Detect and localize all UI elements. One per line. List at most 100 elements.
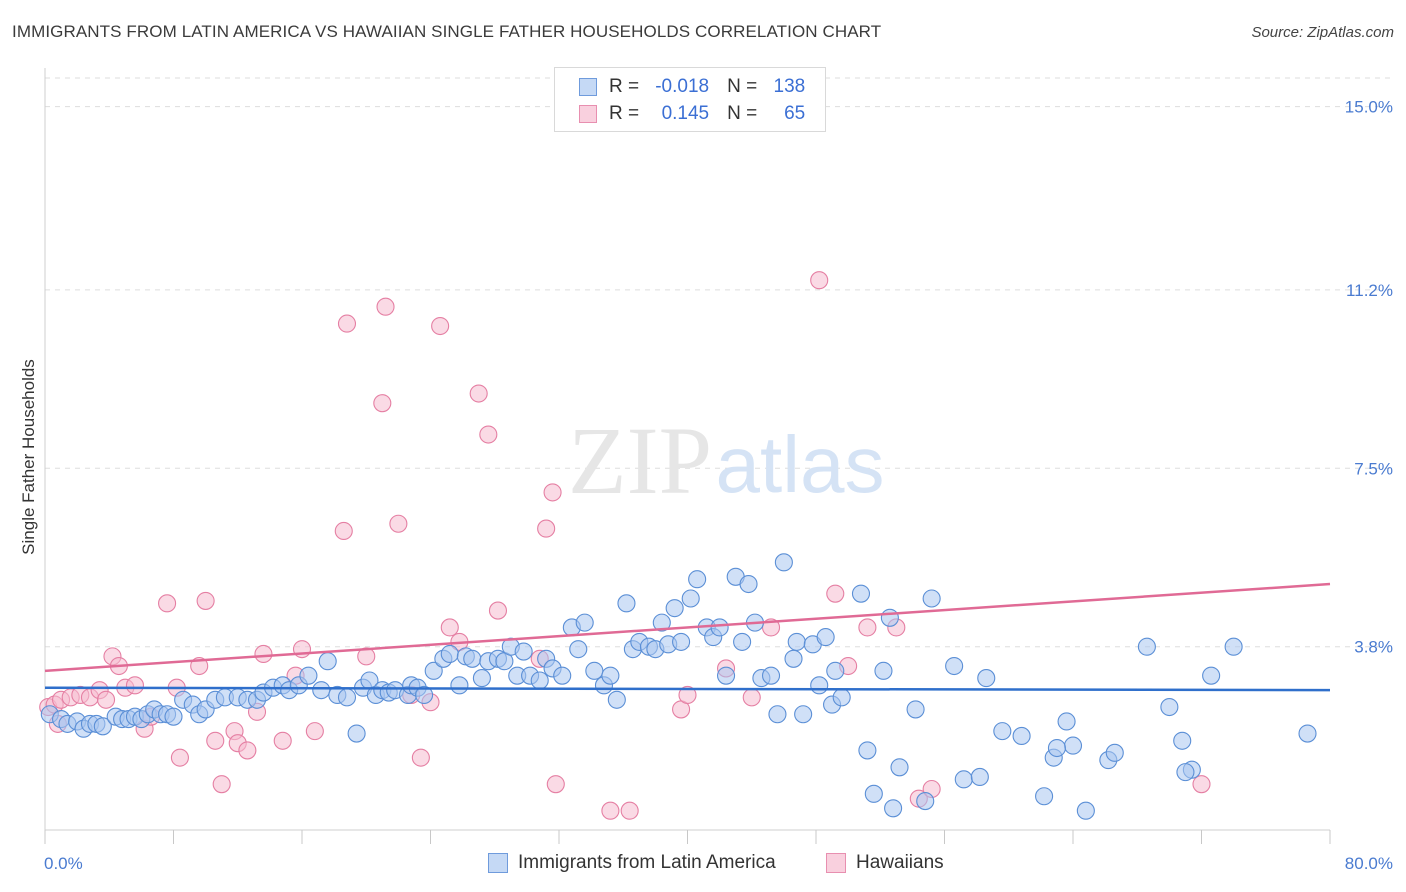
- latin-america-point: [733, 632, 752, 651]
- latin-america-point: [415, 685, 434, 705]
- hawaiians-point: [212, 775, 231, 794]
- latin-america-point: [945, 656, 964, 676]
- latin-america-point: [851, 584, 871, 603]
- latin-america-point: [1012, 726, 1031, 746]
- latin-america-point: [688, 570, 707, 589]
- bottom-legend-label: Hawaiians: [856, 852, 944, 873]
- latin-america-point: [761, 666, 781, 685]
- watermark-zip: ZIP: [568, 407, 712, 514]
- latin-america-point: [884, 799, 903, 818]
- latin-america-point: [347, 724, 366, 743]
- latin-america-point: [716, 666, 736, 685]
- legend-r-label: R =: [609, 76, 640, 97]
- bottom-legend-latin-america: Immigrants from Latin America: [488, 852, 776, 874]
- x-tick-label: 0.0%: [44, 854, 83, 873]
- latin-america-point: [575, 613, 594, 632]
- latin-america-point: [739, 574, 758, 594]
- legend-n-value: 65: [784, 103, 806, 124]
- latin-america-point: [450, 676, 469, 695]
- latin-america-point: [890, 758, 909, 777]
- hawaiians-point: [206, 731, 225, 750]
- latin-america-point: [794, 705, 813, 724]
- latin-america-point: [906, 700, 925, 719]
- trend-lines: [44, 582, 1331, 692]
- hawaiians-point: [411, 748, 430, 767]
- hawaiians-point: [440, 618, 459, 637]
- latin-america-point: [993, 722, 1012, 741]
- latin-america-point: [864, 784, 883, 803]
- legend-row-latin-america: R = -0.018 N = 138: [579, 74, 805, 100]
- latin-america-point: [874, 661, 893, 680]
- latin-america-point: [585, 661, 604, 680]
- stats-legend: R = -0.018 N = 138 R = 0.145 N = 65: [554, 67, 826, 132]
- hawaiians-point: [273, 731, 292, 750]
- chart-source: Source: ZipAtlas.com: [1251, 24, 1394, 41]
- hawaiians-point: [125, 676, 144, 695]
- hawaiians-point: [373, 394, 392, 413]
- hawaiians-point: [810, 271, 829, 290]
- hawaiians-point: [305, 722, 324, 741]
- hawaiians-point: [620, 801, 639, 820]
- legend-r-label: R =: [609, 103, 640, 124]
- latin-america-point: [826, 661, 845, 680]
- hawaiians-point: [1192, 775, 1211, 794]
- hawaiians-point: [537, 519, 556, 538]
- hawaiians-point: [488, 601, 508, 620]
- latin-america-point: [1035, 787, 1054, 806]
- latin-america-point: [1176, 763, 1195, 782]
- latin-america-point: [1105, 743, 1124, 762]
- chart-title: IMMIGRANTS FROM LATIN AMERICA VS HAWAIIA…: [12, 22, 882, 41]
- hawaiians-point: [601, 801, 620, 820]
- hawaiians-point: [742, 688, 761, 707]
- latin-america-point: [299, 666, 318, 685]
- hawaiians-point: [334, 521, 353, 541]
- legend-n-label: N =: [727, 76, 758, 97]
- hawaiians-point: [431, 316, 450, 336]
- legend-swatch-blue: [579, 78, 597, 96]
- hawaiians-point: [238, 741, 257, 760]
- latin-america-point: [553, 666, 572, 685]
- legend-row-hawaiians: R = 0.145 N = 65: [579, 101, 805, 127]
- hawaiians-point: [389, 514, 408, 533]
- latin-america-point: [784, 649, 803, 668]
- latin-america-point: [787, 632, 806, 651]
- legend-r-value: -0.018: [655, 76, 710, 97]
- y-tick-label: 3.8%: [1354, 638, 1393, 657]
- hawaiians-point: [376, 297, 395, 316]
- y-tick-label: 7.5%: [1354, 459, 1393, 478]
- hawaiians-point: [469, 384, 488, 403]
- tick-labels: 3.8% 7.5% 11.2% 15.0% 0.0% 80.0%: [44, 98, 1393, 873]
- grid-lines: [45, 77, 1390, 648]
- latin-america-point: [1047, 738, 1066, 758]
- legend-n-label: N =: [727, 103, 758, 124]
- latin-america-point: [1298, 724, 1317, 743]
- latin-america-point: [312, 681, 331, 700]
- latin-america-point: [440, 644, 459, 664]
- latin-america-point: [601, 666, 620, 685]
- latin-america-point: [774, 553, 793, 572]
- latin-america-point: [816, 628, 835, 647]
- bottom-swatch-blue: [488, 853, 508, 873]
- legend-n-value: 138: [773, 76, 806, 97]
- y-axis-label: Single Father Households: [19, 359, 38, 555]
- y-tick-label: 15.0%: [1345, 98, 1393, 117]
- latin-america-point: [710, 618, 729, 637]
- x-tick-label: 80.0%: [1345, 854, 1393, 873]
- latin-america-point: [617, 594, 636, 613]
- latin-america-point: [970, 767, 989, 786]
- latin-america-point: [916, 792, 935, 811]
- hawaiians-point: [546, 775, 565, 794]
- y-tick-label: 11.2%: [1346, 281, 1393, 300]
- latin-america-point: [1160, 697, 1179, 717]
- latin-america-point: [514, 642, 533, 661]
- latin-america-point: [164, 707, 183, 726]
- latin-america-point: [1137, 637, 1156, 656]
- latin-america-point: [337, 688, 357, 707]
- latin-america-point: [472, 669, 491, 688]
- hawaiians-point: [678, 685, 697, 705]
- hawaiians-point: [826, 584, 845, 603]
- bottom-legend-label: Immigrants from Latin America: [518, 852, 776, 873]
- latin-america-point: [672, 632, 691, 651]
- latin-america-point: [665, 599, 684, 618]
